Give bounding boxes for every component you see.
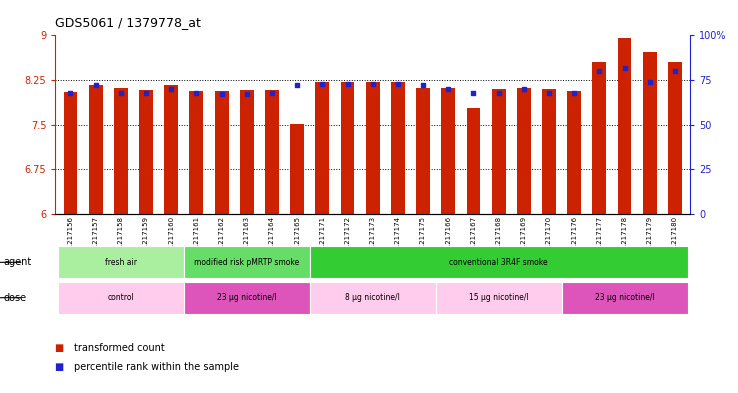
Bar bbox=[215, 91, 229, 214]
Bar bbox=[391, 82, 405, 214]
Bar bbox=[89, 85, 103, 214]
Bar bbox=[58, 246, 184, 278]
Text: modified risk pMRTP smoke: modified risk pMRTP smoke bbox=[194, 258, 300, 267]
Point bbox=[292, 82, 303, 88]
Bar bbox=[184, 282, 310, 314]
Point bbox=[115, 90, 127, 96]
Bar bbox=[340, 82, 354, 214]
Point bbox=[568, 90, 580, 96]
Bar bbox=[310, 246, 688, 278]
Bar bbox=[114, 88, 128, 214]
Bar bbox=[240, 90, 254, 214]
Point bbox=[64, 90, 76, 96]
Text: percentile rank within the sample: percentile rank within the sample bbox=[74, 362, 239, 373]
Bar bbox=[517, 88, 531, 214]
Bar bbox=[184, 246, 310, 278]
Bar bbox=[668, 62, 682, 214]
Text: 23 μg nicotine/l: 23 μg nicotine/l bbox=[217, 293, 277, 302]
Bar bbox=[618, 39, 632, 214]
Bar bbox=[562, 282, 688, 314]
Text: 8 μg nicotine/l: 8 μg nicotine/l bbox=[345, 293, 400, 302]
Bar bbox=[441, 88, 455, 214]
Text: 15 μg nicotine/l: 15 μg nicotine/l bbox=[469, 293, 528, 302]
Text: ■: ■ bbox=[55, 362, 68, 373]
Point bbox=[367, 81, 379, 87]
Point bbox=[417, 82, 429, 88]
Point bbox=[644, 79, 655, 85]
Point bbox=[241, 91, 252, 97]
Point bbox=[266, 90, 277, 96]
Point bbox=[90, 82, 102, 88]
Bar bbox=[58, 282, 184, 314]
Point bbox=[618, 64, 630, 71]
Point bbox=[190, 90, 202, 96]
Point bbox=[493, 90, 505, 96]
Text: GDS5061 / 1379778_at: GDS5061 / 1379778_at bbox=[55, 16, 201, 29]
Text: control: control bbox=[108, 293, 134, 302]
Point bbox=[543, 90, 555, 96]
Point bbox=[468, 90, 480, 96]
Bar bbox=[542, 89, 556, 214]
Bar bbox=[366, 82, 379, 214]
Bar bbox=[310, 282, 435, 314]
Bar bbox=[466, 108, 480, 214]
Bar bbox=[63, 92, 77, 214]
Point bbox=[140, 90, 152, 96]
Bar bbox=[165, 85, 178, 214]
Text: ■: ■ bbox=[55, 343, 68, 353]
Point bbox=[342, 81, 354, 87]
Point bbox=[392, 81, 404, 87]
Text: fresh air: fresh air bbox=[105, 258, 137, 267]
Bar bbox=[315, 82, 329, 214]
Bar bbox=[435, 282, 562, 314]
Text: transformed count: transformed count bbox=[74, 343, 165, 353]
Point bbox=[669, 68, 681, 74]
Text: conventional 3R4F smoke: conventional 3R4F smoke bbox=[449, 258, 548, 267]
Point bbox=[317, 81, 328, 87]
Bar bbox=[290, 123, 304, 214]
Bar bbox=[643, 52, 657, 214]
Bar bbox=[416, 88, 430, 214]
Text: dose: dose bbox=[4, 293, 27, 303]
Text: agent: agent bbox=[4, 257, 32, 267]
Bar bbox=[190, 91, 203, 214]
Point bbox=[518, 86, 530, 92]
Point bbox=[593, 68, 605, 74]
Bar bbox=[265, 90, 279, 214]
Bar bbox=[568, 91, 581, 214]
Point bbox=[165, 86, 177, 92]
Point bbox=[442, 86, 454, 92]
Bar bbox=[593, 62, 607, 214]
Bar bbox=[139, 90, 153, 214]
Bar bbox=[492, 89, 506, 214]
Point bbox=[215, 91, 227, 97]
Text: 23 μg nicotine/l: 23 μg nicotine/l bbox=[595, 293, 655, 302]
